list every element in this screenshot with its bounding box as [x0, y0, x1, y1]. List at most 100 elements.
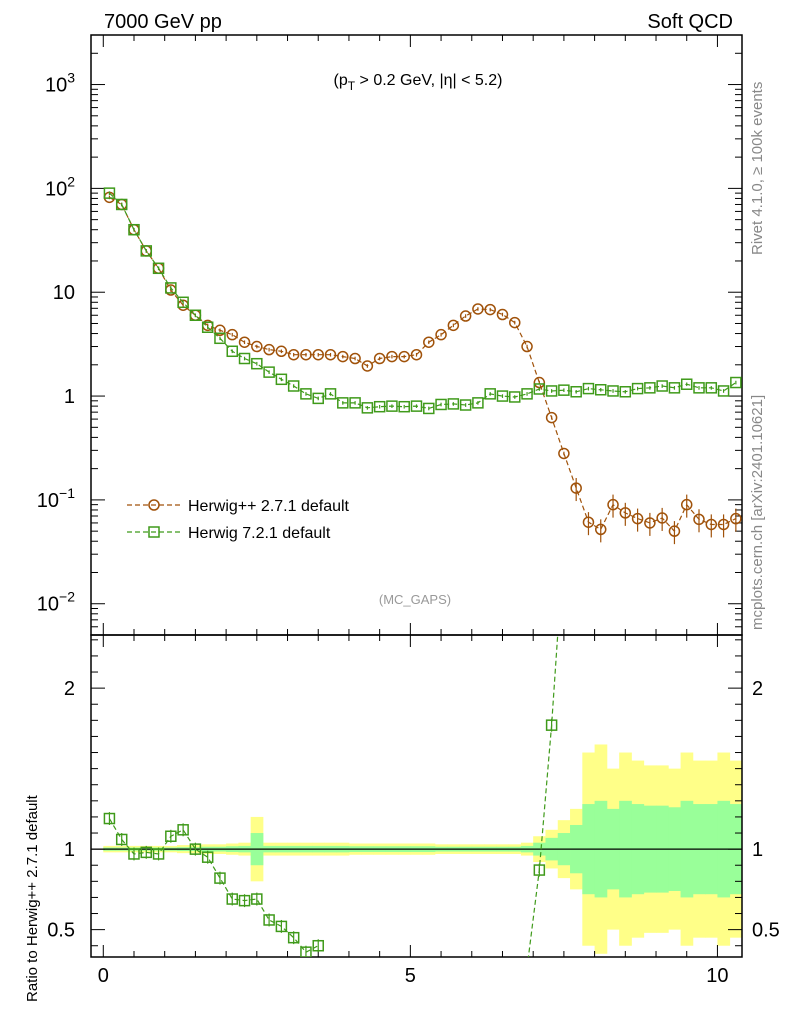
- series-herwigpp: [103, 191, 742, 545]
- data-point-circle: [582, 516, 595, 528]
- data-point-square: [410, 400, 423, 412]
- data-point-circle: [607, 498, 619, 511]
- ratio-data-point-square: [115, 833, 128, 846]
- main-y-tick-label: 10−2: [37, 589, 75, 616]
- main-y-tick-label: 1: [64, 386, 75, 408]
- data-point-circle: [459, 310, 472, 322]
- data-point-circle: [558, 447, 570, 460]
- data-point-square: [533, 383, 546, 395]
- data-point-square: [115, 198, 128, 211]
- data-point-square: [361, 402, 374, 414]
- data-point-circle: [263, 343, 275, 356]
- data-point-square: [312, 392, 324, 405]
- ratio-y-tick-label-right: 2: [752, 678, 763, 700]
- ratio-panel: Ratio to Herwig++ 2.7.1 default 0 5 10 0.5 0…: [24, 538, 780, 1002]
- data-point-circle: [594, 523, 607, 536]
- ratio-data-point-square: [177, 824, 189, 836]
- ratio-data-point-square: [287, 931, 300, 944]
- data-point-circle: [275, 345, 288, 358]
- data-point-circle: [447, 319, 460, 332]
- data-point-circle: [226, 328, 239, 341]
- main-y-tick-label: 10: [53, 282, 75, 304]
- data-point-square: [545, 385, 558, 397]
- series-line: [108, 192, 737, 410]
- data-point-square: [717, 385, 730, 397]
- data-point-square: [398, 400, 410, 413]
- data-point-circle: [730, 512, 742, 525]
- data-point-circle: [435, 328, 447, 341]
- ratio-data-point-square: [214, 872, 226, 884]
- data-point-square: [349, 397, 361, 409]
- data-point-square: [152, 262, 165, 275]
- data-point-circle: [214, 324, 226, 337]
- cuts-prefix: (p: [334, 72, 348, 89]
- data-point-square: [558, 384, 570, 396]
- ratio-data-point-square: [545, 719, 558, 731]
- legend: Herwig++ 2.7.1 default Herwig 7.2.1 defau…: [127, 498, 350, 542]
- data-point-circle: [324, 348, 337, 361]
- cuts-subscript: T: [348, 79, 356, 93]
- x-tick-label: 0: [98, 965, 109, 987]
- data-point-square: [705, 382, 718, 394]
- main-y-tick-label: 103: [45, 70, 75, 97]
- data-point-square: [496, 390, 509, 402]
- data-point-square: [201, 321, 214, 333]
- data-point-square: [103, 187, 116, 199]
- mcplots-label: mcplots.cern.ch [arXiv:2401.10621]: [749, 395, 766, 630]
- ratio-data-point-square: [103, 812, 116, 825]
- legend-label: Herwig 7.2.1 default: [188, 525, 331, 542]
- data-point-circle: [619, 507, 632, 519]
- data-point-square: [730, 376, 742, 389]
- ratio-y-tick-label: 0.5: [47, 920, 75, 942]
- x-tick-label: 5: [405, 965, 416, 987]
- data-point-square: [423, 402, 435, 415]
- cuts-annotation: (pT > 0.2 GeV, |η| < 5.2): [334, 72, 503, 93]
- ratio-data-point-square: [300, 946, 312, 957]
- data-point-square: [226, 345, 239, 358]
- data-point-circle: [373, 352, 386, 365]
- data-point-circle: [680, 498, 693, 511]
- data-point-circle: [496, 308, 509, 321]
- ratio-data-point-square: [128, 848, 140, 860]
- data-point-circle: [300, 348, 312, 361]
- ratio-y-tick-label: 1: [64, 839, 75, 861]
- data-point-circle: [644, 517, 656, 529]
- data-point-square: [373, 400, 386, 413]
- data-point-square: [693, 382, 705, 394]
- data-point-square: [459, 399, 472, 411]
- data-point-square: [447, 398, 460, 410]
- data-point-square: [324, 388, 337, 400]
- data-point-square: [619, 386, 632, 398]
- ratio-y-axis-label: Ratio to Herwig++ 2.7.1 default: [24, 794, 41, 1002]
- data-point-square: [668, 382, 681, 394]
- ratio-y-tick-label: 2: [64, 678, 75, 700]
- legend-marker-circle: [148, 499, 160, 511]
- data-point-square: [128, 223, 140, 236]
- ratio-frame: [90, 634, 743, 958]
- data-point-square: [177, 296, 189, 309]
- ratio-data-point-square: [140, 846, 153, 859]
- data-point-circle: [410, 348, 423, 361]
- data-point-square: [435, 398, 447, 411]
- data-point-square: [484, 388, 496, 400]
- data-point-circle: [693, 513, 705, 526]
- data-point-circle: [717, 518, 730, 531]
- data-point-square: [509, 391, 521, 403]
- ratio-data-point-square: [559, 538, 569, 548]
- data-point-circle: [705, 518, 718, 531]
- data-point-circle: [349, 352, 361, 365]
- analysis-watermark: (MC_GAPS): [379, 592, 451, 607]
- data-point-circle: [570, 482, 582, 494]
- data-point-square: [582, 382, 595, 395]
- data-point-square: [680, 378, 693, 390]
- data-point-square: [263, 366, 275, 378]
- ratio-data-point-square: [189, 843, 202, 855]
- data-point-circle: [361, 360, 374, 372]
- data-point-circle: [668, 525, 681, 537]
- ratio-data-point-square: [533, 864, 546, 876]
- data-point-square: [287, 380, 300, 392]
- ratio-data-point-square: [226, 893, 239, 905]
- data-point-circle: [398, 350, 410, 363]
- ratio-data-point-square: [251, 893, 263, 905]
